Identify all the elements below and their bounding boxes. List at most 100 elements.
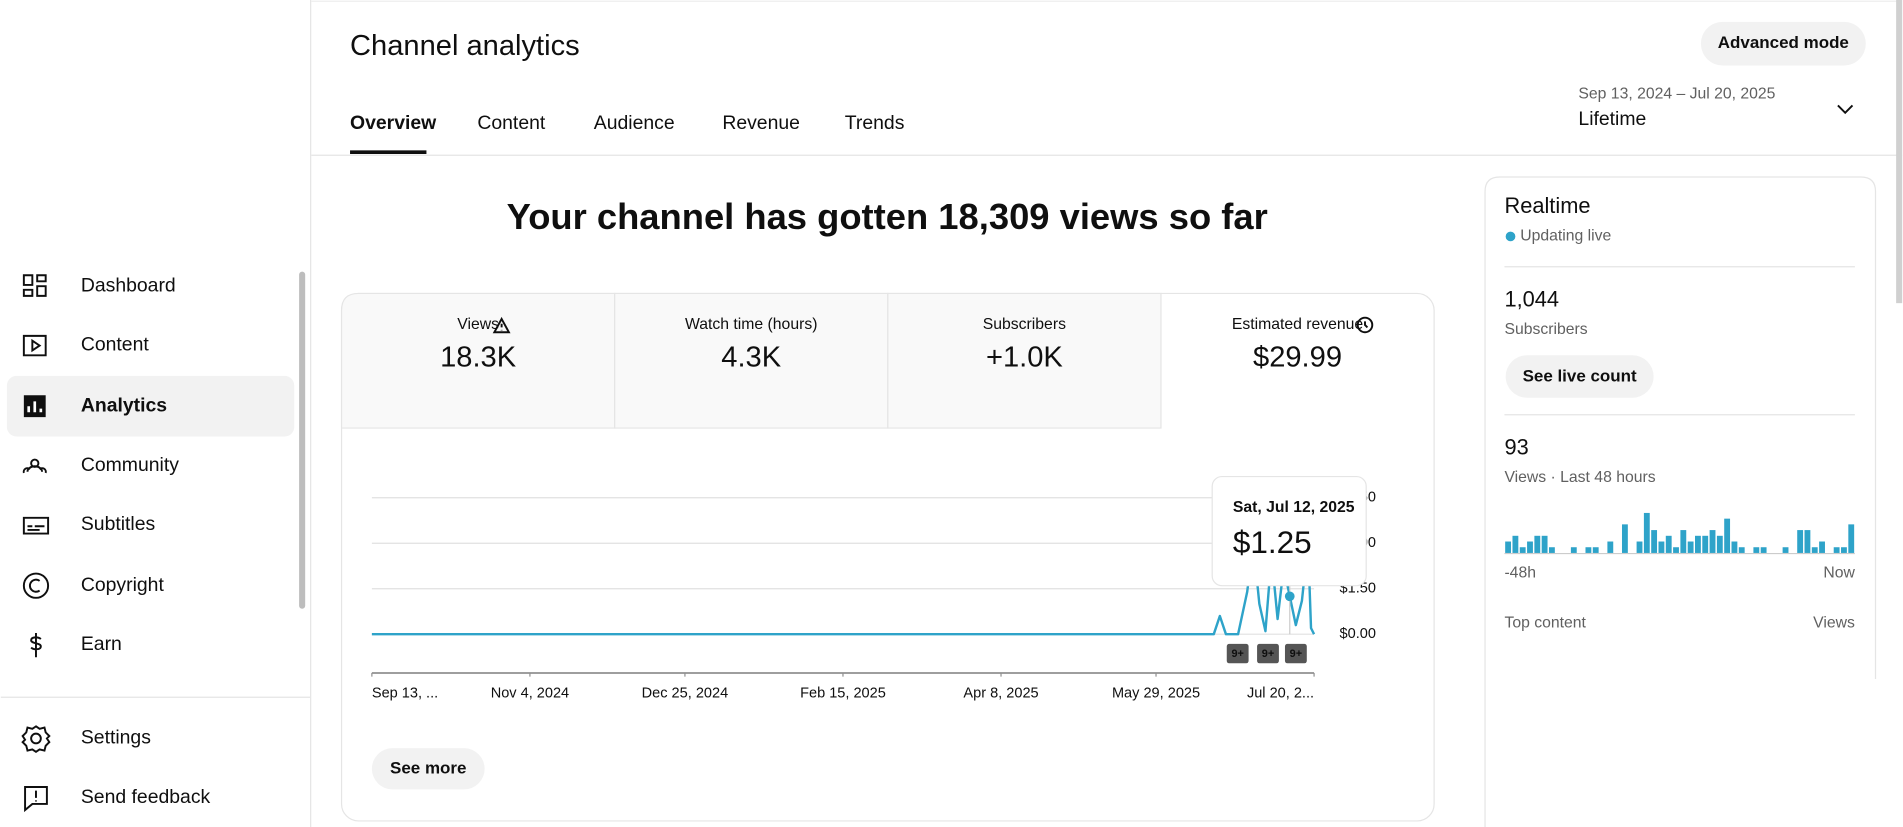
nav-label[interactable]: Analytics	[81, 394, 167, 416]
metric-label: Watch time (hours)	[685, 316, 817, 333]
metric-label: Subscribers	[983, 316, 1066, 333]
nav-label[interactable]: Settings	[81, 727, 151, 749]
realtime-bar	[1570, 547, 1577, 553]
realtime-end: Now	[1823, 565, 1855, 582]
nav-icon	[22, 334, 47, 357]
tab[interactable]: Content	[477, 112, 546, 134]
realtime-bar	[1695, 535, 1701, 553]
realtime-bar	[1848, 524, 1855, 553]
realtime-bar	[1673, 547, 1679, 553]
tab[interactable]: Audience	[594, 112, 675, 134]
see-more-button[interactable]	[371, 748, 485, 790]
clock-icon	[1364, 321, 1369, 329]
realtime-bar	[1724, 518, 1731, 553]
metric-tile[interactable]	[340, 292, 616, 429]
realtime-bar	[1541, 535, 1548, 553]
annotation-label: 9+	[1262, 648, 1274, 660]
realtime-bar	[1534, 535, 1541, 553]
sidebar-nav: Dashboard Content Analytics Community Subtit…	[6, 274, 295, 813]
sidebar-scrollbar	[299, 271, 306, 609]
nav-icon	[30, 632, 42, 658]
metric-value: 4.3K	[721, 342, 781, 374]
metric-tile[interactable]	[887, 292, 1162, 429]
tabs: Overview Content Audience Revenue Trends	[350, 112, 905, 155]
metric-label: Estimated revenue	[1232, 316, 1364, 333]
nav-icon	[27, 401, 43, 413]
realtime-bar	[1512, 535, 1519, 553]
tab[interactable]: Overview	[350, 112, 437, 134]
realtime-bar	[1643, 512, 1650, 553]
see-live-count-label: See live count	[1523, 367, 1637, 386]
live-status: Updating live	[1520, 228, 1611, 245]
realtime-bar	[1702, 535, 1709, 553]
x-tick-label: Dec 25, 2024	[642, 685, 729, 701]
nav-label[interactable]: Content	[81, 334, 150, 356]
nav-label[interactable]: Copyright	[81, 574, 165, 596]
realtime-bar	[1636, 541, 1643, 553]
annotation-badge[interactable]	[1284, 643, 1307, 664]
annotation-badge[interactable]	[1257, 643, 1279, 664]
tooltip-value: $1.25	[1233, 524, 1312, 560]
tab[interactable]: Revenue	[722, 112, 800, 134]
metric-value: 18.3K	[440, 342, 517, 374]
annotation-label: 9+	[1290, 648, 1302, 660]
see-more-label: See more	[390, 758, 466, 777]
nav-label[interactable]: Send feedback	[81, 786, 211, 808]
page-title: Channel analytics	[350, 30, 580, 62]
annotation-badge[interactable]	[1226, 643, 1249, 664]
nav-label[interactable]: Subtitles	[81, 513, 155, 535]
realtime-bars	[1505, 512, 1855, 553]
realtime-bar	[1797, 530, 1804, 553]
realtime-bar	[1592, 547, 1599, 553]
views-count: 93	[1504, 434, 1528, 459]
realtime-bar	[1665, 535, 1672, 553]
nav-icon	[24, 786, 48, 813]
period-chevron[interactable]	[1837, 104, 1854, 115]
realtime-bar	[1731, 541, 1738, 553]
nav-label[interactable]: Community	[81, 454, 179, 476]
views-label: Views · Last 48 hours	[1504, 469, 1655, 486]
realtime-bar	[1658, 541, 1665, 553]
realtime-title: Realtime	[1504, 193, 1590, 218]
tooltip	[1211, 475, 1367, 587]
advanced-mode-button[interactable]	[1700, 21, 1866, 66]
nav-icon	[21, 725, 51, 753]
metric-label: Views	[457, 316, 499, 333]
realtime-bar	[1738, 547, 1745, 553]
realtime-bar	[1519, 547, 1526, 553]
nav-label[interactable]: Dashboard	[81, 274, 176, 296]
see-live-count-button[interactable]	[1505, 355, 1654, 398]
x-tick-label: May 29, 2025	[1112, 685, 1200, 701]
realtime-bar	[1716, 535, 1723, 553]
realtime-bar	[1621, 524, 1628, 553]
realtime-bar	[1505, 541, 1512, 553]
realtime-bar	[1651, 530, 1658, 553]
headline: Your channel has gotten 18,309 views so …	[507, 196, 1268, 237]
revenue-line	[371, 542, 1316, 636]
tab[interactable]: Trends	[845, 112, 905, 134]
realtime-bar	[1760, 547, 1767, 553]
annotation-label: 9+	[1231, 648, 1243, 660]
realtime-bar	[1833, 547, 1840, 553]
subscriber-label: Subscribers	[1504, 321, 1587, 338]
realtime-bar	[1811, 547, 1818, 553]
nav-label[interactable]: Earn	[81, 633, 122, 655]
warning-icon	[492, 316, 511, 334]
x-tick-label: Nov 4, 2024	[491, 685, 569, 701]
x-tick-label: Feb 15, 2025	[800, 685, 886, 701]
realtime-bar	[1819, 541, 1825, 553]
realtime-start: -48h	[1504, 565, 1536, 582]
live-dot	[1505, 231, 1516, 242]
y-tick-label: $0.00	[1340, 626, 1376, 642]
nav-icon	[22, 274, 47, 297]
realtime-bar	[1709, 530, 1716, 553]
realtime-bar	[1680, 530, 1687, 553]
top-content-views: Views	[1813, 614, 1855, 631]
realtime-bar	[1607, 541, 1614, 553]
realtime-bar	[1841, 547, 1847, 553]
date-range: Sep 13, 2024 – Jul 20, 2025	[1578, 86, 1775, 103]
metric-value: +1.0K	[986, 342, 1063, 374]
realtime-bar	[1548, 547, 1555, 553]
